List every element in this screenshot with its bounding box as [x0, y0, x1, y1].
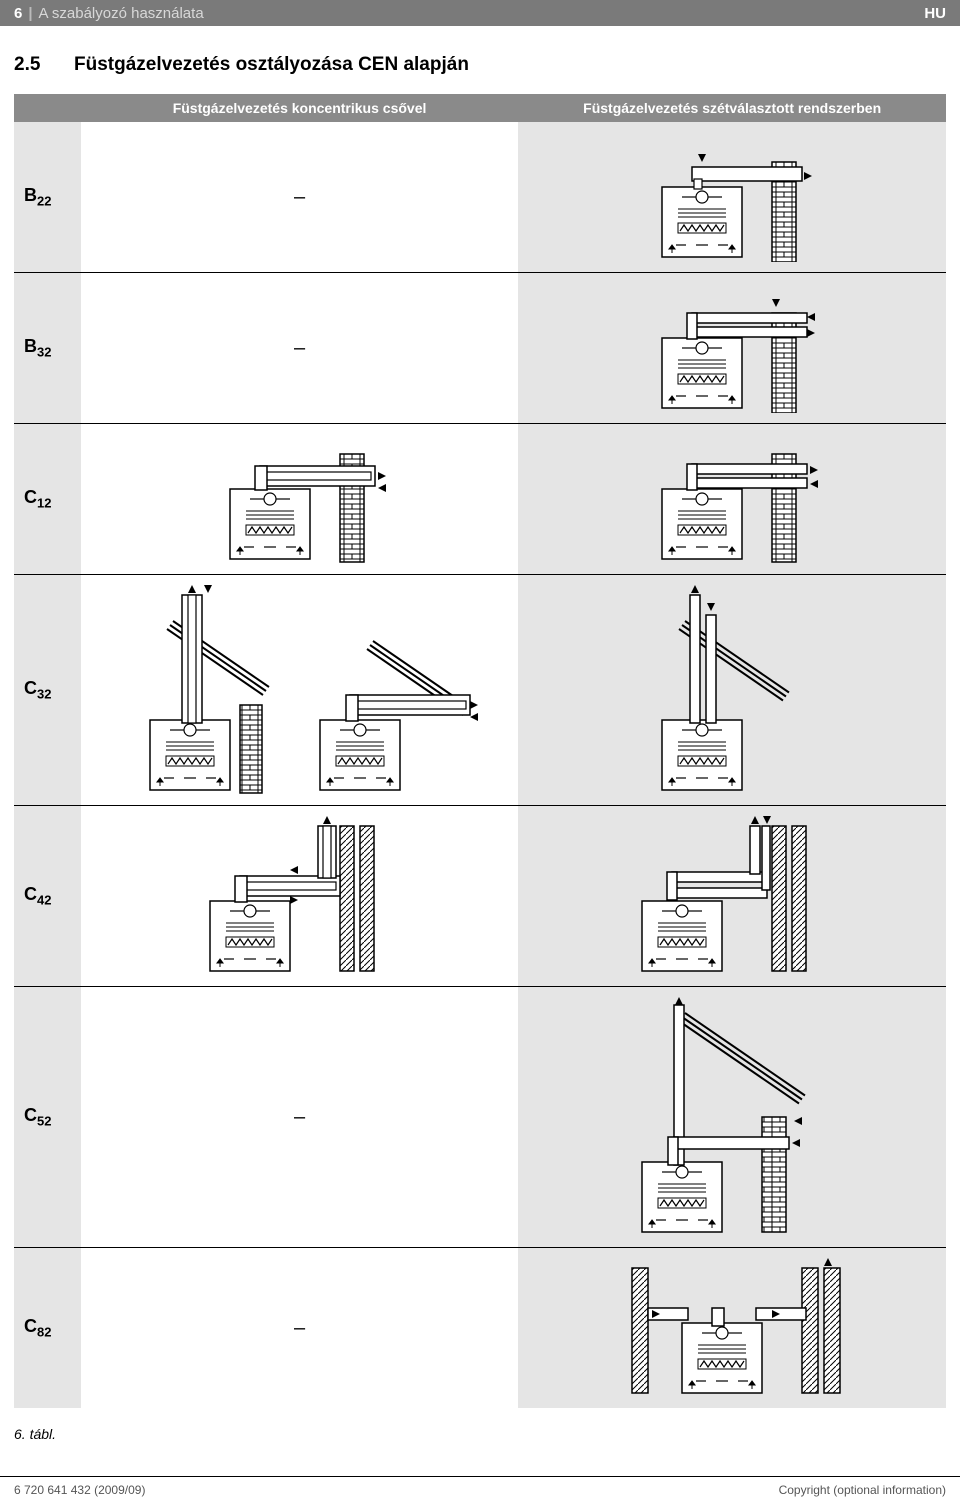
- cell-separated: [518, 987, 946, 1248]
- row-label: C12: [14, 424, 81, 575]
- header-title: A szabályozó használata: [39, 5, 204, 22]
- flue-diagram: [632, 283, 832, 413]
- flue-diagram: [632, 132, 832, 262]
- table-row: B32 –: [14, 273, 946, 424]
- col-header-a: Füstgázelvezetés koncentrikus csővel: [81, 94, 518, 122]
- cell-separated: [518, 806, 946, 987]
- cell-concentric: –: [81, 987, 518, 1248]
- table-row: B22 –: [14, 122, 946, 273]
- cell-concentric: [81, 575, 518, 806]
- flue-diagram: [200, 434, 400, 564]
- row-label: C32: [14, 575, 81, 806]
- footer-copyright: Copyright (optional information): [779, 1483, 946, 1497]
- table-row: C52 –: [14, 987, 946, 1248]
- flue-diagram: [632, 434, 832, 564]
- table-row: C32: [14, 575, 946, 806]
- dash: –: [294, 1046, 305, 1189]
- cell-separated: [518, 122, 946, 273]
- row-label: C52: [14, 987, 81, 1248]
- table-row: C42: [14, 806, 946, 987]
- dash: –: [294, 277, 305, 420]
- header-lang: HU: [924, 5, 946, 22]
- cell-separated: [518, 575, 946, 806]
- footer-doc-id: 6 720 641 432 (2009/09): [14, 1483, 145, 1497]
- table-caption: 6. tábl.: [0, 1418, 960, 1442]
- section-num: 2.5: [14, 54, 56, 76]
- header-divider: |: [28, 5, 32, 22]
- cell-concentric: –: [81, 273, 518, 424]
- cell-concentric: –: [81, 122, 518, 273]
- cell-separated: [518, 1248, 946, 1409]
- header-page-num: 6: [14, 5, 22, 22]
- flue-diagram: [602, 1258, 862, 1398]
- row-label: B22: [14, 122, 81, 273]
- flue-diagram: [632, 585, 832, 795]
- row-label: B32: [14, 273, 81, 424]
- flue-diagram: [190, 816, 410, 976]
- table-row: C12: [14, 424, 946, 575]
- flue-diagram: [622, 816, 842, 976]
- table-row: C82 –: [14, 1248, 946, 1409]
- flue-diagram: [120, 585, 480, 795]
- flue-classification-table: Füstgázelvezetés koncentrikus csővel Füs…: [14, 94, 946, 1408]
- flue-diagram: [612, 997, 852, 1237]
- row-label: C82: [14, 1248, 81, 1409]
- page-header: 6 | A szabályozó használata HU: [0, 0, 960, 26]
- cell-separated: [518, 424, 946, 575]
- cell-concentric: [81, 806, 518, 987]
- cell-separated: [518, 273, 946, 424]
- cell-concentric: [81, 424, 518, 575]
- cell-concentric: –: [81, 1248, 518, 1409]
- section-title-text: Füstgázelvezetés osztályozása CEN alapjá…: [74, 54, 469, 76]
- dash: –: [294, 126, 305, 269]
- page-footer: 6 720 641 432 (2009/09) Copyright (optio…: [0, 1476, 960, 1497]
- row-label: C42: [14, 806, 81, 987]
- dash: –: [294, 1257, 305, 1400]
- section-title: 2.5 Füstgázelvezetés osztályozása CEN al…: [14, 54, 946, 76]
- col-header-b: Füstgázelvezetés szétválasztott rendszer…: [518, 94, 946, 122]
